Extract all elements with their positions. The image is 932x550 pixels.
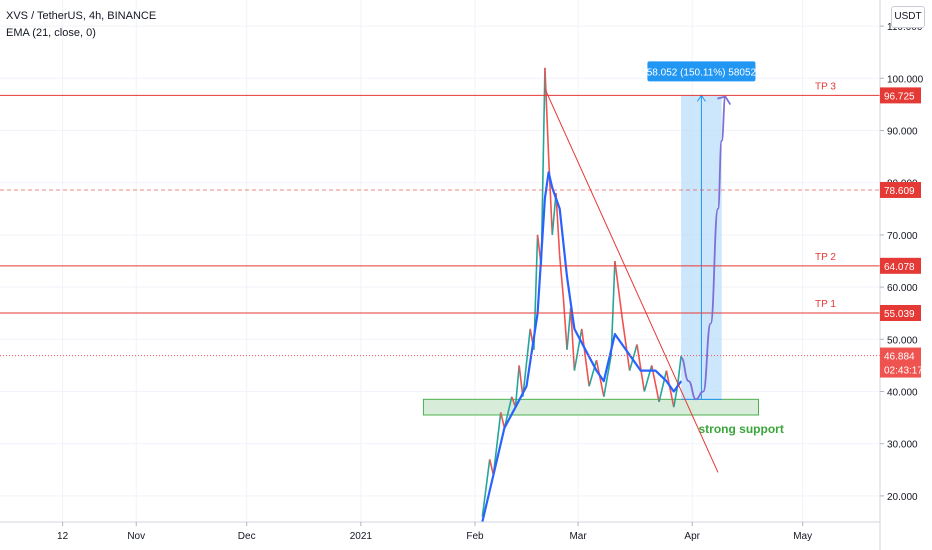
price-segment: [643, 365, 653, 392]
y-tick-label: 60.000: [887, 283, 918, 294]
price-segment: [610, 260, 616, 355]
price-segment: [555, 193, 561, 256]
time-axis[interactable]: 12 Nov Dec 2021 Feb Mar Apr May: [0, 521, 880, 542]
price-segment: [503, 396, 513, 429]
measure-label: 58.052 (150.11%) 58052: [647, 67, 757, 78]
y-tick-label: 20.000: [887, 492, 918, 503]
x-tick-label: Nov: [127, 531, 145, 542]
tp-level-badge-text: 96.725: [884, 91, 915, 102]
dashed-level-badge: [880, 181, 921, 198]
trendline: [544, 88, 719, 473]
grid: [0, 0, 880, 522]
price-segment: [558, 255, 565, 298]
price-segment: [588, 359, 598, 387]
current-price-badge: [880, 347, 921, 378]
price-segment: [573, 328, 583, 371]
tp-level-label: TP 1: [815, 299, 836, 310]
price-segment: [544, 67, 550, 157]
tp-level-badge: [880, 257, 921, 274]
price-segment: [514, 365, 520, 408]
x-tick-label: Apr: [684, 531, 700, 542]
tp-level-badge: [880, 304, 921, 321]
projection-path: [680, 95, 727, 401]
y-tick-label: 50.000: [887, 335, 918, 346]
projection-arrow-head: [717, 95, 732, 106]
current-price-text: 46.884: [884, 352, 915, 363]
price-segment: [481, 459, 491, 517]
x-tick-label: 2021: [350, 531, 373, 542]
y-tick-label: 100.000: [887, 74, 924, 85]
price-segment: [595, 360, 605, 397]
x-tick-label: Dec: [238, 531, 256, 542]
countdown-text: 02:43:17: [884, 366, 923, 377]
x-tick-label: 12: [57, 531, 69, 542]
price-segment: [676, 355, 682, 387]
currency-button[interactable]: USDT: [891, 6, 925, 28]
price-segment: [580, 328, 590, 387]
tp-level-label: TP 3: [815, 81, 836, 92]
price-segment: [522, 328, 532, 397]
y-tick-label: 70.000: [887, 231, 918, 242]
support-zone-label: strong support: [698, 422, 783, 436]
price-segment: [636, 344, 646, 392]
ema-line: [481, 171, 683, 523]
price-segment: [628, 344, 638, 371]
x-tick-label: May: [793, 531, 812, 542]
indicator-legend: EMA (21, close, 0): [6, 27, 96, 39]
series: [481, 67, 683, 523]
price-segment: [658, 370, 668, 403]
support-zone: [422, 398, 759, 416]
price-segment: [492, 412, 502, 476]
annotations: 58.052 (150.11%) 58052 TP 3 TP 2 TP 1: [0, 61, 880, 473]
symbol-title: XVS / TetherUS, 4h, BINANCE: [6, 10, 157, 22]
price-segment: [673, 386, 679, 408]
tp-level-badge: [880, 87, 921, 104]
price-segment: [614, 260, 624, 319]
price-segment: [566, 307, 572, 350]
x-tick-label: Feb: [466, 531, 484, 542]
tp-level-label: TP 2: [815, 252, 836, 263]
price-segment: [562, 297, 568, 350]
x-tick-label: Mar: [569, 531, 587, 542]
price-segment: [499, 412, 506, 429]
price-segment: [621, 318, 631, 371]
tp-level-badge-text: 64.078: [884, 262, 915, 273]
price-segment: [547, 156, 554, 235]
price-axis[interactable]: 20.00030.00040.00050.00060.00070.00080.0…: [879, 0, 932, 550]
y-tick-label: 40.000: [887, 388, 918, 399]
measure-label-box: [647, 61, 756, 82]
price-segment: [518, 365, 524, 397]
dashed-level-badge-text: 78.609: [884, 186, 915, 197]
y-tick-label: 30.000: [887, 440, 918, 451]
price-segment: [488, 459, 495, 476]
y-tick-label: 90.000: [887, 127, 918, 138]
price-segment: [665, 370, 675, 408]
price-segment: [603, 354, 613, 397]
tp-level-badge-text: 55.039: [884, 309, 915, 320]
price-segment: [551, 193, 557, 235]
price-segment: [569, 307, 576, 371]
